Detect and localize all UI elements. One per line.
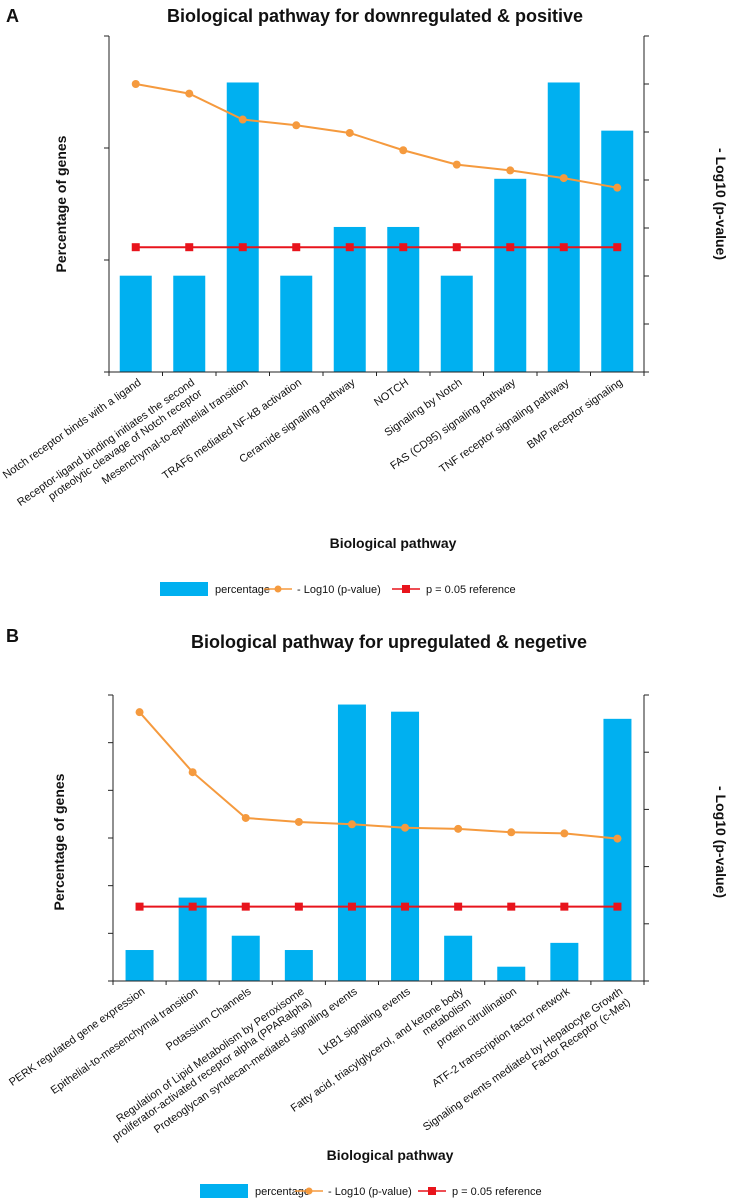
category-label-line-b-5-1: Proteoglycan syndecan-mediated signaling…: [152, 985, 360, 1136]
legend-b: percentage - Log10 (p-value) p = 0.05 re…: [200, 1184, 542, 1198]
legend-ref-marker-b: [428, 1187, 436, 1195]
pvalue-line-a: [135, 83, 618, 189]
plot-area-b: PERK regulated gene expressionEpithelial…: [7, 694, 649, 1144]
category-label-a-10: BMP receptor signaling: [525, 377, 625, 452]
pvalue-point-a-10: [613, 183, 622, 192]
bar-a-10: [601, 130, 634, 372]
legend-line-marker-b: [305, 1187, 313, 1195]
bar-b-5: [337, 704, 366, 981]
y-axis-label-a: Percentage of genes: [53, 135, 69, 272]
reference-point-a-1: [131, 243, 140, 252]
category-label-line-a-6-1: NOTCH: [372, 377, 411, 409]
bar-b-6: [391, 711, 420, 981]
pvalue-point-b-3: [241, 813, 250, 822]
reference-point-a-9: [559, 243, 568, 252]
plot-area-a: Notch receptor binds with a ligandRecept…: [1, 35, 649, 509]
reference-point-b-2: [188, 902, 197, 911]
category-label-b-6: LKB1 signaling events: [317, 985, 413, 1058]
bar-b-4: [284, 950, 313, 981]
pvalue-point-a-3: [238, 115, 247, 124]
bar-a-8: [494, 178, 527, 372]
legend-ref-a: p = 0.05 reference: [426, 584, 516, 596]
category-label-a-6: NOTCH: [372, 377, 411, 409]
reference-point-a-7: [452, 243, 461, 252]
y-axis-label-b: Percentage of genes: [51, 773, 67, 910]
reference-point-b-10: [613, 902, 622, 911]
chart-title-a: Biological pathway for downregulated & p…: [167, 6, 583, 26]
bar-a-9: [547, 82, 580, 372]
bar-a-4: [280, 275, 313, 372]
bar-a-2: [173, 275, 206, 372]
reference-point-a-3: [238, 243, 247, 252]
legend-log-b: - Log10 (p-value): [328, 1186, 412, 1198]
bar-b-10: [603, 718, 632, 981]
panel-label-a: A: [6, 6, 19, 26]
legend-log-a: - Log10 (p-value): [297, 584, 381, 596]
bar-b-1: [125, 950, 154, 981]
legend-bar-swatch-a: [160, 582, 208, 596]
chart-title-b: Biological pathway for upregulated & neg…: [191, 632, 587, 652]
bar-b-8: [497, 966, 526, 981]
pvalue-point-b-8: [507, 828, 516, 837]
y2-axis-label-b: - Log10 (p-value): [713, 786, 729, 898]
pvalue-point-a-8: [506, 166, 515, 175]
reference-point-b-4: [294, 902, 303, 911]
category-label-b-5: Proteoglycan syndecan-mediated signaling…: [152, 985, 360, 1136]
reference-point-b-9: [560, 902, 569, 911]
panel-label-b: B: [6, 626, 19, 646]
pvalue-point-a-1: [131, 80, 140, 88]
reference-point-a-6: [399, 243, 408, 252]
legend-percentage-a: percentage: [215, 584, 270, 596]
reference-point-a-4: [292, 243, 301, 252]
legend-line-marker-a: [274, 585, 282, 593]
bar-a-3: [226, 82, 259, 372]
reference-point-a-8: [506, 243, 515, 252]
reference-point-b-6: [401, 902, 410, 911]
pvalue-point-a-9: [559, 174, 568, 183]
legend-percentage-b: percentage: [255, 1186, 310, 1198]
reference-point-b-8: [507, 902, 516, 911]
category-label-b-4: Regulation of Lipid Metabolism by Peroxi…: [103, 986, 314, 1144]
reference-point-a-10: [613, 243, 622, 252]
category-label-line-a-2-2: proteolytic cleavage of Notch receptor: [46, 387, 204, 503]
reference-point-b-1: [135, 902, 144, 911]
x-axis-label-b: Biological pathway: [327, 1147, 454, 1163]
pvalue-line-b: [138, 711, 618, 840]
pvalue-point-b-2: [188, 768, 197, 777]
bar-b-3: [231, 935, 260, 981]
x-axis-label-a: Biological pathway: [330, 535, 457, 551]
category-label-line-a-10-1: BMP receptor signaling: [525, 377, 625, 452]
pvalue-point-a-6: [399, 146, 408, 155]
reference-point-b-3: [241, 902, 250, 911]
pvalue-point-b-10: [613, 834, 622, 843]
bar-b-2: [178, 897, 207, 981]
bar-b-9: [550, 942, 579, 981]
pvalue-point-a-4: [292, 121, 301, 130]
bar-a-7: [440, 275, 473, 372]
pvalue-point-b-6: [401, 823, 410, 832]
category-label-line-b-6-1: LKB1 signaling events: [317, 985, 413, 1058]
legend-bar-swatch-b: [200, 1184, 248, 1198]
pvalue-point-a-7: [452, 160, 461, 169]
reference-point-a-2: [185, 243, 194, 252]
legend-a: percentage - Log10 (p-value) p = 0.05 re…: [160, 582, 516, 596]
reference-point-b-7: [454, 902, 463, 911]
pvalue-point-a-2: [185, 89, 194, 98]
y2-axis-label-a: - Log10 (p-value): [713, 148, 729, 260]
pvalue-point-b-9: [560, 829, 569, 838]
bar-a-1: [119, 275, 152, 372]
legend-ref-b: p = 0.05 reference: [452, 1186, 542, 1198]
pvalue-point-b-5: [347, 820, 356, 829]
category-label-line-b-4-1: Regulation of Lipid Metabolism by Peroxi…: [114, 986, 306, 1126]
pvalue-point-a-5: [345, 128, 354, 137]
reference-point-a-5: [345, 243, 354, 252]
legend-ref-marker-a: [402, 585, 410, 593]
reference-point-b-5: [347, 902, 356, 911]
pvalue-point-b-7: [454, 824, 463, 833]
pvalue-point-b-4: [294, 817, 303, 826]
bar-b-7: [444, 935, 473, 981]
pvalue-point-b-1: [135, 708, 144, 717]
